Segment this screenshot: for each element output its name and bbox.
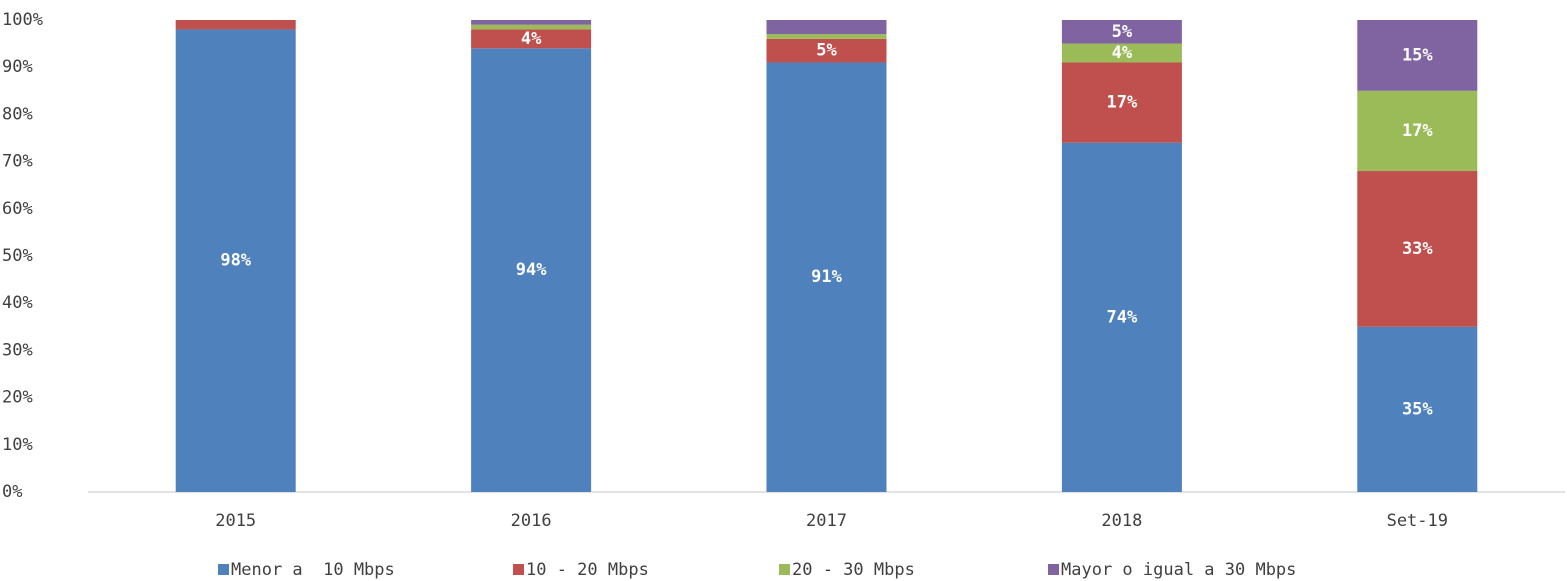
x-tick-label: 2017 xyxy=(806,511,847,531)
bar-segment xyxy=(471,29,592,49)
bar-segment xyxy=(1357,326,1478,492)
y-tick-label: 10% xyxy=(2,435,33,455)
bar-segment xyxy=(1357,20,1478,91)
data-label: 15% xyxy=(1402,45,1433,65)
data-label: 4% xyxy=(1112,43,1133,63)
bar-segment xyxy=(1061,20,1182,44)
y-tick-label: 20% xyxy=(2,388,33,408)
bar-segment xyxy=(1061,43,1182,63)
y-tick-label: 100% xyxy=(2,10,43,30)
data-label: 4% xyxy=(521,29,542,49)
data-label: 17% xyxy=(1402,121,1433,141)
legend-label: 10 - 20 Mbps xyxy=(526,560,649,580)
data-label: 33% xyxy=(1402,239,1433,259)
data-label: 91% xyxy=(811,267,842,287)
bar-segment xyxy=(766,62,887,492)
data-label: 5% xyxy=(816,41,837,61)
data-label: 94% xyxy=(516,260,547,280)
bar-segment xyxy=(1357,90,1478,172)
x-tick-label: 2018 xyxy=(1101,511,1142,531)
legend-label: 20 - 30 Mbps xyxy=(792,560,915,580)
x-tick-label: 2015 xyxy=(215,511,256,531)
bar-segment xyxy=(175,29,296,492)
data-label: 17% xyxy=(1107,93,1138,113)
y-tick-label: 70% xyxy=(2,152,33,172)
x-tick-label: Set-19 xyxy=(1387,511,1448,531)
y-tick-label: 30% xyxy=(2,340,33,360)
legend-swatch xyxy=(779,564,790,575)
x-tick-label: 2016 xyxy=(511,511,552,531)
legend-swatch xyxy=(1048,564,1059,575)
data-label: 74% xyxy=(1107,307,1138,327)
y-tick-label: 60% xyxy=(2,199,33,219)
bar-segment xyxy=(766,20,887,35)
y-tick-label: 80% xyxy=(2,104,33,124)
legend-label: Mayor o igual a 30 Mbps xyxy=(1061,560,1296,580)
bar-segment xyxy=(1061,62,1182,143)
bar-segment xyxy=(471,24,592,30)
bar-segment xyxy=(471,20,592,25)
legend-swatch xyxy=(513,564,524,575)
bar-segment xyxy=(766,38,887,63)
y-tick-label: 90% xyxy=(2,57,33,77)
bar-segment xyxy=(471,48,592,492)
bar-segment xyxy=(1357,171,1478,327)
legend-label: Menor a 10 Mbps xyxy=(231,560,395,580)
data-label: 5% xyxy=(1112,22,1133,42)
data-label: 35% xyxy=(1402,399,1433,419)
bar-segment xyxy=(175,20,296,30)
bar-segment xyxy=(766,34,887,39)
legend-swatch xyxy=(218,564,229,575)
y-tick-label: 0% xyxy=(2,482,22,502)
data-label: 98% xyxy=(220,251,251,271)
bar-segment xyxy=(1061,142,1182,492)
y-tick-label: 40% xyxy=(2,293,33,313)
y-tick-label: 50% xyxy=(2,246,33,266)
